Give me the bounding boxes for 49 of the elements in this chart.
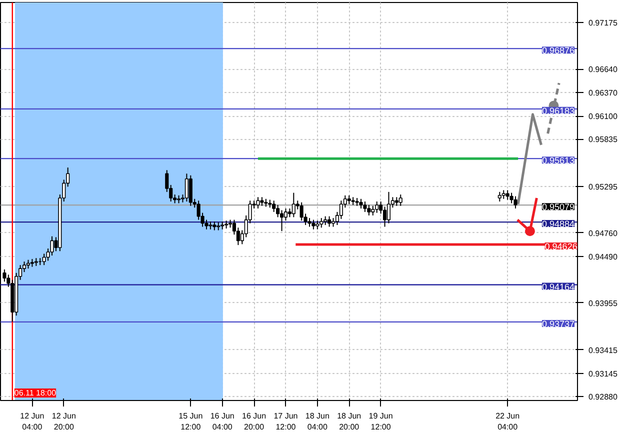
y-tick-label: 0.93145 <box>588 370 618 378</box>
candlestick <box>386 191 391 224</box>
x-tick-label: 16 Jun 20:00 <box>242 412 266 432</box>
x-tick-label: 18 Jun 04:00 <box>305 412 330 432</box>
x-tick-label: 12 Jun 20:00 <box>52 412 76 432</box>
candlestick <box>256 196 260 209</box>
candlestick <box>236 227 240 246</box>
x-tick-label: 22 Jun 04:00 <box>496 412 520 432</box>
candlestick <box>188 174 192 206</box>
ref-line-label: 0.96876 <box>542 46 575 56</box>
x-tick-label: 17 Jun 12:00 <box>274 412 298 432</box>
candlestick <box>300 202 304 222</box>
ref-line-label: 0.94164 <box>542 282 575 292</box>
y-tick-label: 0.97175 <box>588 18 618 28</box>
candlestick <box>367 204 371 216</box>
candlestick <box>276 204 280 218</box>
candlestick <box>320 218 324 228</box>
x-tick-label: 15 Jun 12:00 <box>178 412 203 432</box>
candlestick <box>184 173 188 202</box>
candlestick <box>272 200 276 212</box>
ref-line-label: 0.94884 <box>542 219 575 230</box>
x-tick-label: 19 Jun 12:00 <box>368 412 393 432</box>
ref-line-label: 0.95613 <box>542 156 575 166</box>
ref-line-label: 0.93737 <box>542 318 575 329</box>
candlestick <box>398 194 402 206</box>
y-tick-label: 0.95295 <box>588 182 618 192</box>
y-tick-label: 0.92880 <box>588 392 618 402</box>
x-tick-label: 12 Jun 04:00 <box>20 412 44 432</box>
y-tick-label: 0.96370 <box>588 88 618 98</box>
candlestick <box>328 216 332 228</box>
x-tick-label: 16 Jun 04:00 <box>210 412 234 432</box>
candlestick <box>375 201 379 214</box>
ref-line-label: 0.96183 <box>542 106 575 116</box>
y-tick-label: 0.93415 <box>588 346 618 355</box>
y-tick-label: 0.96100 <box>588 112 618 122</box>
candlestick <box>363 201 367 212</box>
x-tick-label: 18 Jun 20:00 <box>337 412 362 432</box>
candlestick <box>312 219 316 230</box>
ref-line-label: 0.95079 <box>542 202 575 212</box>
candlestick <box>292 192 296 218</box>
y-tick-label: 0.94760 <box>588 228 618 238</box>
ref-line-label: 06.11 18:00 <box>14 388 57 398</box>
candlestick <box>359 198 363 209</box>
y-tick-label: 0.95835 <box>588 135 618 144</box>
y-tick-label: 0.94490 <box>588 252 618 262</box>
candlestick <box>371 205 375 216</box>
annotation: 0.94626 <box>544 242 578 252</box>
y-tick-label: 0.93955 <box>588 298 618 308</box>
y-tick-label: 0.96640 <box>588 65 618 74</box>
